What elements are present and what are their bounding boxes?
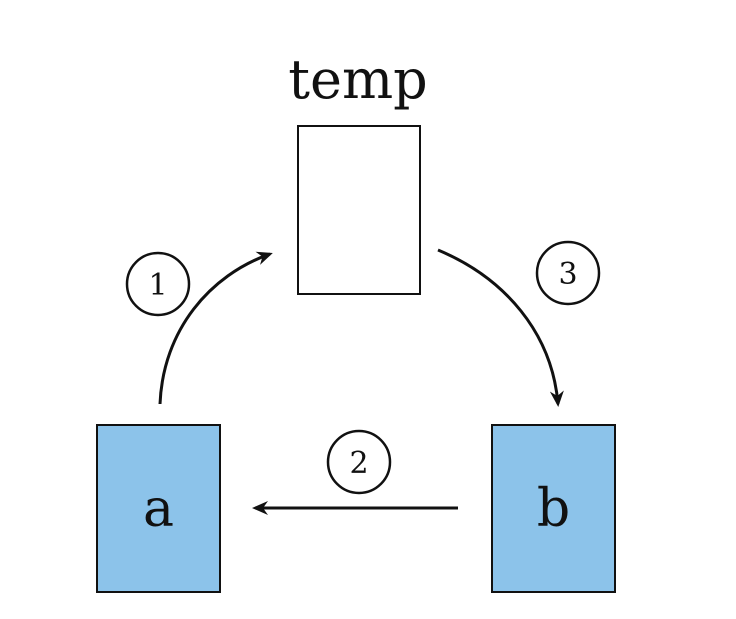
box-b-label: b	[537, 479, 570, 539]
arrow-step-3	[437, 248, 564, 407]
step-circle-1	[125, 251, 191, 317]
step-number-3: 3	[558, 257, 577, 292]
box-b-rect	[491, 424, 616, 593]
box-b: b	[491, 424, 616, 593]
step-circle-2	[326, 429, 392, 495]
box-a-rect	[96, 424, 221, 593]
arrow-step-1	[158, 251, 273, 405]
step-circle-3	[535, 240, 601, 306]
box-a-label: a	[143, 479, 174, 539]
step-marker-3: 3	[535, 240, 601, 306]
step-number-2: 2	[349, 446, 368, 481]
step-marker-1: 1	[125, 251, 191, 317]
temp-box	[297, 125, 421, 295]
temp-title: temp	[288, 48, 427, 111]
step-number-1: 1	[148, 268, 167, 303]
step-marker-2: 2	[326, 429, 392, 495]
box-a: a	[96, 424, 221, 593]
